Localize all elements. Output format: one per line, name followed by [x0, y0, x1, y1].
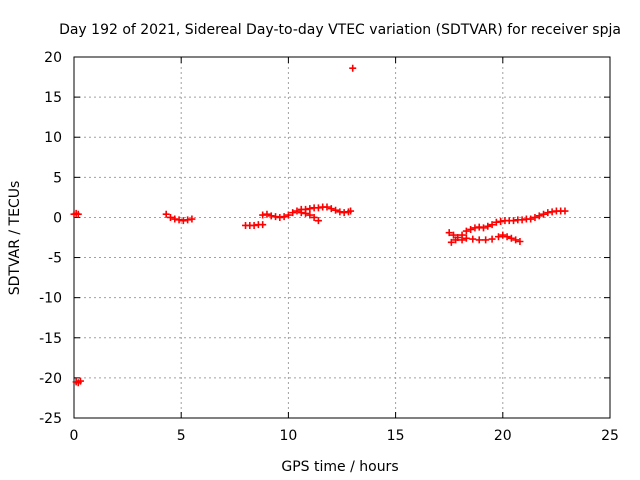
data-point [250, 221, 258, 229]
data-point [327, 205, 335, 213]
data-point [510, 217, 518, 225]
y-tick-label: 0 [53, 210, 62, 226]
data-point [284, 211, 292, 219]
data-point [503, 233, 511, 241]
data-point [175, 216, 183, 224]
chart-title: Day 192 of 2021, Sidereal Day-to-day VTE… [59, 22, 621, 38]
x-axis-label: GPS time / hours [281, 459, 398, 475]
y-tick-label: 20 [44, 50, 62, 66]
x-tick-label: 15 [387, 428, 405, 444]
data-point [482, 236, 490, 244]
data-point [314, 217, 322, 225]
data-point [310, 213, 318, 221]
data-point [259, 211, 267, 219]
data-point [518, 216, 526, 224]
data-point [171, 215, 179, 223]
x-tick-label: 0 [70, 428, 79, 444]
data-point [449, 231, 457, 239]
data-point [475, 236, 483, 244]
y-tick-label: -25 [39, 411, 62, 427]
data-point [76, 377, 84, 385]
data-point [336, 208, 344, 216]
data-point [544, 209, 552, 217]
data-point [276, 213, 284, 221]
data-point [302, 209, 310, 217]
data-point [162, 210, 170, 218]
data-point [480, 224, 488, 232]
data-point [499, 231, 507, 239]
data-point [488, 235, 496, 243]
data-point [293, 207, 301, 215]
data-point [314, 204, 322, 212]
data-point [340, 209, 348, 217]
data-point [332, 206, 340, 214]
data-point [306, 211, 314, 219]
data-point [445, 229, 453, 237]
y-tick-label: -10 [39, 291, 62, 307]
y-tick-label: -5 [48, 251, 62, 267]
y-tick-label: 5 [53, 170, 62, 186]
y-tick-label: 10 [44, 130, 62, 146]
data-point [535, 212, 543, 220]
data-point [540, 210, 548, 218]
data-point [297, 209, 305, 217]
data-point [561, 207, 569, 215]
x-tick-label: 25 [601, 428, 619, 444]
data-point [289, 209, 297, 217]
data-points [70, 64, 569, 387]
data-point [497, 217, 505, 225]
data-point [184, 216, 192, 224]
data-point [280, 213, 288, 221]
data-point [531, 213, 539, 221]
data-point [306, 205, 314, 213]
data-point [484, 222, 492, 230]
data-point [458, 231, 466, 239]
x-tick-label: 5 [177, 428, 186, 444]
data-point [347, 207, 355, 215]
data-point [452, 236, 460, 244]
grid-lines [74, 57, 610, 418]
data-point [548, 208, 556, 216]
data-point [462, 227, 470, 235]
data-point [488, 221, 496, 229]
data-point [447, 238, 455, 246]
data-point [467, 225, 475, 233]
x-tick-label: 10 [279, 428, 297, 444]
data-point [179, 217, 187, 225]
data-point [462, 234, 470, 242]
data-point [512, 236, 520, 244]
y-axis-label: SDTVAR / TECUs [7, 181, 23, 296]
axis-ticks: 0 5 10 15 20 25 -25 -20 -15 -10 -5 0 5 10 15 20 [39, 50, 619, 444]
data-point [267, 212, 275, 220]
data-point [263, 210, 271, 218]
x-tick-label: 20 [494, 428, 512, 444]
data-point [527, 215, 535, 223]
plot-frame [73, 56, 611, 419]
data-point [475, 223, 483, 231]
data-point [188, 215, 196, 223]
data-point [516, 238, 524, 246]
data-point [471, 224, 479, 232]
data-point [492, 218, 500, 226]
data-point [323, 203, 331, 211]
data-point [507, 234, 515, 242]
data-point [272, 213, 280, 221]
data-point [166, 213, 174, 221]
data-point [259, 221, 267, 229]
y-tick-label: -15 [39, 331, 62, 347]
y-tick-label: 15 [44, 90, 62, 106]
data-point [495, 233, 503, 241]
data-point [349, 64, 357, 72]
data-point [469, 235, 477, 243]
data-point [74, 210, 82, 218]
y-tick-label: -20 [39, 371, 62, 387]
